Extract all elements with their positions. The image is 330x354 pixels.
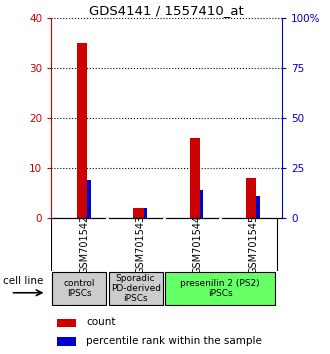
Text: percentile rank within the sample: percentile rank within the sample <box>86 336 262 346</box>
Bar <box>165 272 276 305</box>
Text: GSM701544: GSM701544 <box>192 215 202 274</box>
Bar <box>52 272 106 305</box>
Bar <box>133 208 144 218</box>
Text: control
IPSCs: control IPSCs <box>64 279 95 298</box>
Bar <box>256 196 260 218</box>
Bar <box>109 272 163 305</box>
Text: GSM701545: GSM701545 <box>248 215 258 274</box>
Bar <box>87 180 91 218</box>
Text: presenilin 2 (PS2)
iPSCs: presenilin 2 (PS2) iPSCs <box>181 279 260 298</box>
Bar <box>77 43 87 218</box>
Text: GSM701543: GSM701543 <box>136 215 146 274</box>
Bar <box>190 138 200 218</box>
Text: cell line: cell line <box>3 276 43 286</box>
Text: GSM701542: GSM701542 <box>80 215 89 274</box>
Bar <box>246 178 256 218</box>
Text: count: count <box>86 318 116 327</box>
Text: Sporadic
PD-derived
iPSCs: Sporadic PD-derived iPSCs <box>111 274 161 303</box>
Bar <box>200 190 203 218</box>
Bar <box>56 319 76 327</box>
Bar <box>144 208 147 218</box>
Bar <box>56 337 76 346</box>
Title: GDS4141 / 1557410_at: GDS4141 / 1557410_at <box>89 4 244 17</box>
